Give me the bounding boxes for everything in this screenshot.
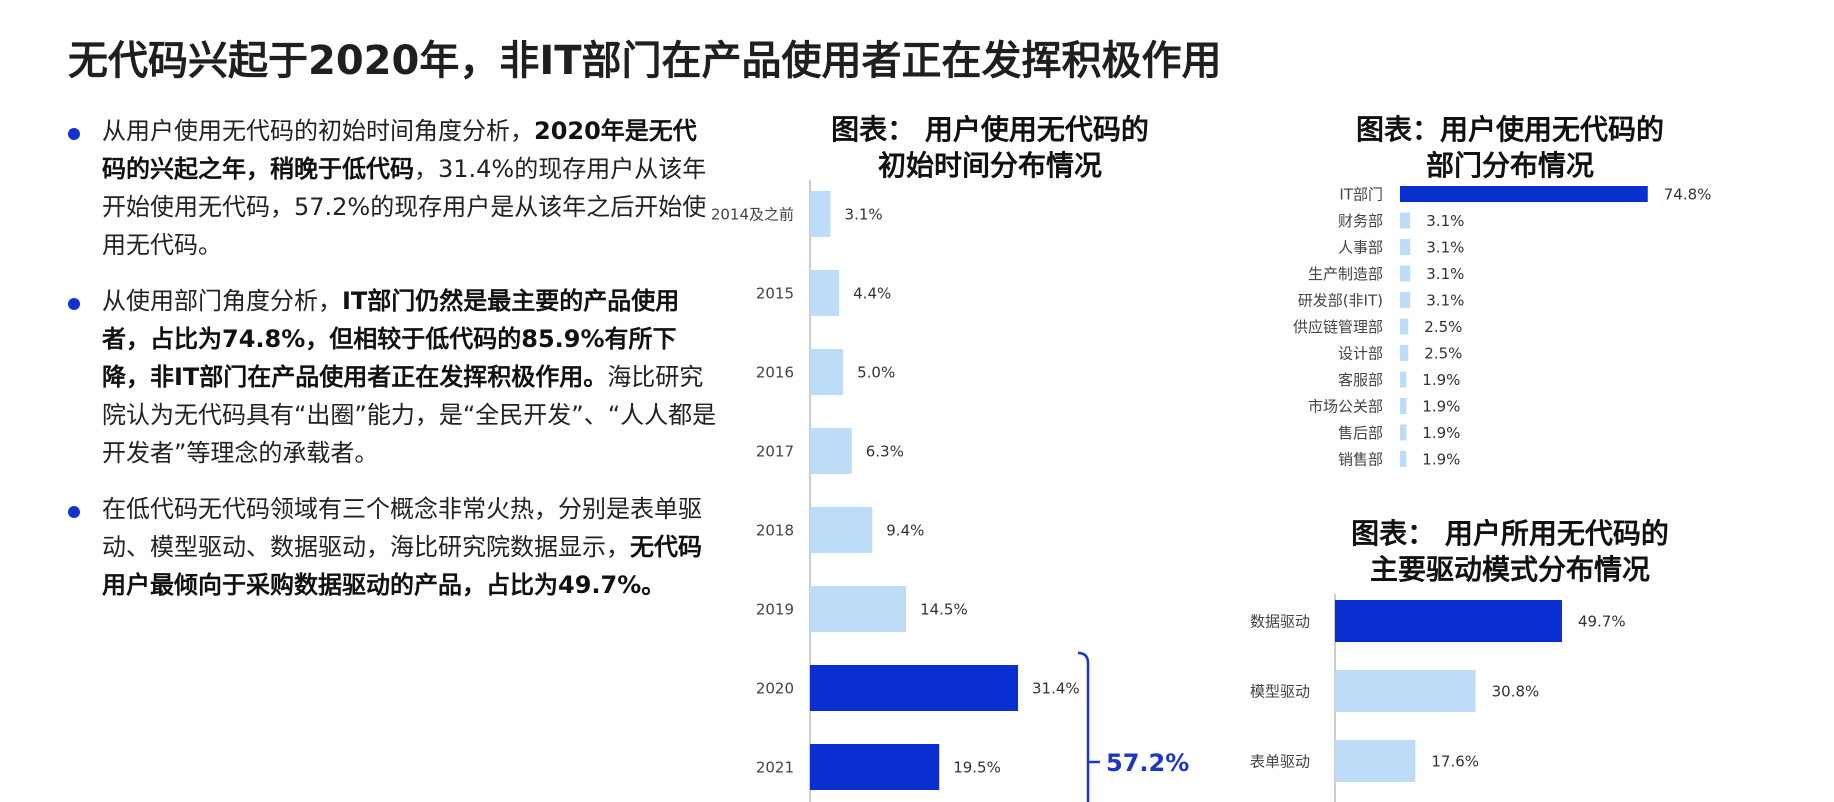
chart-start-year: 2014及之前 3.1% 2015 4.4% 2016 5.0% 2017 6.3% 2018 9… (711, 180, 1189, 802)
bar (1335, 600, 1562, 642)
category-label: 2014及之前 (711, 205, 794, 223)
category-label: 财务部 (1338, 212, 1383, 230)
category-label: 客服部 (1338, 371, 1383, 389)
bracket-line (1077, 651, 1090, 802)
bullet-dot-icon (68, 506, 80, 518)
bar (1400, 398, 1407, 414)
category-label: 市场公关部 (1308, 397, 1383, 415)
bullet-list: 从用户使用无代码的初始时间角度分析，2020年是无代码的兴起之年，稍晚于低代码，… (60, 112, 720, 622)
category-label: 2015 (756, 284, 794, 302)
bar (1400, 265, 1411, 282)
bullet-text: 在低代码无代码领域有三个概念非常火热，分别是表单驱动、模型驱动、数据驱动，海比研… (102, 495, 702, 599)
data-label: 17.6% (1431, 752, 1479, 770)
bar (1400, 424, 1407, 441)
bar (1400, 212, 1411, 229)
data-label: 3.1% (1426, 238, 1464, 256)
bullet-text: 从使用部门角度分析，IT部门仍然是最主要的产品使用者，占比为74.8%，但相较于… (102, 287, 717, 467)
bar (810, 665, 1019, 711)
bar (1400, 239, 1411, 255)
bar (1400, 451, 1407, 467)
category-label: 人事部 (1338, 238, 1383, 256)
data-label: 3.1% (1426, 291, 1464, 309)
chart-title-department: 图表：用户使用无代码的 部门分布情况 (1310, 112, 1710, 184)
data-label: 6.3% (866, 442, 904, 460)
data-label: 2.5% (1424, 344, 1462, 362)
bar (1335, 740, 1416, 782)
chart-title-line: 图表： 用户所用无代码的 (1351, 517, 1669, 550)
data-label: 19.5% (953, 758, 1001, 776)
category-label: 表单驱动 (1250, 752, 1310, 770)
category-label: 供应链管理部 (1293, 318, 1383, 336)
bar (1400, 371, 1407, 388)
category-label: 2020 (756, 679, 794, 697)
bar (810, 349, 844, 395)
bullet-dot-icon (68, 298, 80, 310)
category-label: 模型驱动 (1250, 682, 1310, 700)
data-label: 74.8% (1664, 185, 1712, 203)
bar (1400, 292, 1411, 308)
chart-department: IT部门 74.8% 财务部 3.1% 人事部 3.1% 生产制造部 3.1% 研发部(非IT)… (1293, 185, 1712, 468)
bar (810, 270, 840, 316)
bar (1400, 318, 1409, 335)
category-label: 销售部 (1338, 450, 1383, 468)
category-label: 2017 (756, 442, 794, 460)
data-label: 5.0% (857, 363, 895, 381)
category-label: 售后部 (1338, 424, 1383, 442)
category-label: 2016 (756, 363, 794, 381)
chart-title-line: 初始时间分布情况 (877, 149, 1102, 182)
page-title: 无代码兴起于2020年，非IT部门在产品使用者正在发挥积极作用 (68, 38, 1222, 84)
data-label: 49.7% (1578, 612, 1626, 630)
chart-title-line: 图表： 用户使用无代码的 (831, 113, 1149, 146)
chart-title-line: 主要驱动模式分布情况 (1369, 553, 1650, 586)
bullet-item: 从使用部门角度分析，IT部门仍然是最主要的产品使用者，占比为74.8%，但相较于… (60, 282, 720, 472)
data-label: 31.4% (1032, 679, 1080, 697)
data-label: 1.9% (1422, 424, 1460, 442)
data-label: 14.5% (920, 600, 968, 618)
bar (810, 191, 831, 237)
bar (810, 428, 852, 474)
bar (1400, 345, 1409, 361)
data-label: 4.4% (853, 284, 891, 302)
data-label: 3.1% (1426, 212, 1464, 230)
category-label: 2018 (756, 521, 794, 539)
category-label: 数据驱动 (1250, 612, 1310, 630)
bullet-dot-icon (68, 128, 80, 140)
annotation-label: 57.2% (1106, 749, 1189, 777)
data-label: 1.9% (1422, 371, 1460, 389)
bullet-text: 从用户使用无代码的初始时间角度分析，2020年是无代码的兴起之年，稍晚于低代码，… (102, 117, 707, 259)
category-label: 2019 (756, 600, 794, 618)
chart-driver-mode: 数据驱动 49.7% 模型驱动 30.8% 表单驱动 17.6% (1250, 594, 1626, 802)
bar (810, 744, 940, 790)
data-label: 9.4% (886, 521, 924, 539)
bullet-item: 从用户使用无代码的初始时间角度分析，2020年是无代码的兴起之年，稍晚于低代码，… (60, 112, 720, 264)
chart-title-line: 部门分布情况 (1425, 149, 1594, 182)
data-label: 2.5% (1424, 318, 1462, 336)
data-label: 3.1% (845, 205, 883, 223)
chart-title-start-year: 图表： 用户使用无代码的 初始时间分布情况 (790, 112, 1190, 184)
bullet-item: 在低代码无代码领域有三个概念非常火热，分别是表单驱动、模型驱动、数据驱动，海比研… (60, 490, 720, 604)
category-label: 2021 (756, 758, 794, 776)
category-label: 研发部(非IT) (1298, 291, 1383, 309)
bar (810, 507, 873, 553)
data-label: 1.9% (1422, 397, 1460, 415)
bar (1335, 670, 1476, 712)
chart-title-driver-mode: 图表： 用户所用无代码的 主要驱动模式分布情况 (1310, 516, 1710, 588)
bar (1400, 186, 1648, 202)
data-label: 30.8% (1492, 682, 1540, 700)
category-label: 生产制造部 (1308, 265, 1383, 283)
bar (810, 586, 907, 632)
data-label: 1.9% (1422, 450, 1460, 468)
data-label: 3.1% (1426, 265, 1464, 283)
category-label: IT部门 (1339, 185, 1383, 203)
category-label: 设计部 (1338, 344, 1383, 362)
chart-title-line: 图表：用户使用无代码的 (1355, 113, 1664, 146)
